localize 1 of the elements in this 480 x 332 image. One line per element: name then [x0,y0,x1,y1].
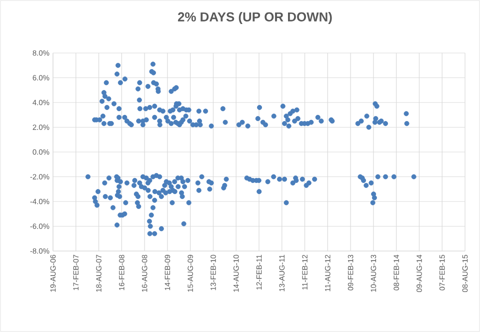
chart-title: 2% DAYS (UP OR DOWN) [178,12,332,24]
